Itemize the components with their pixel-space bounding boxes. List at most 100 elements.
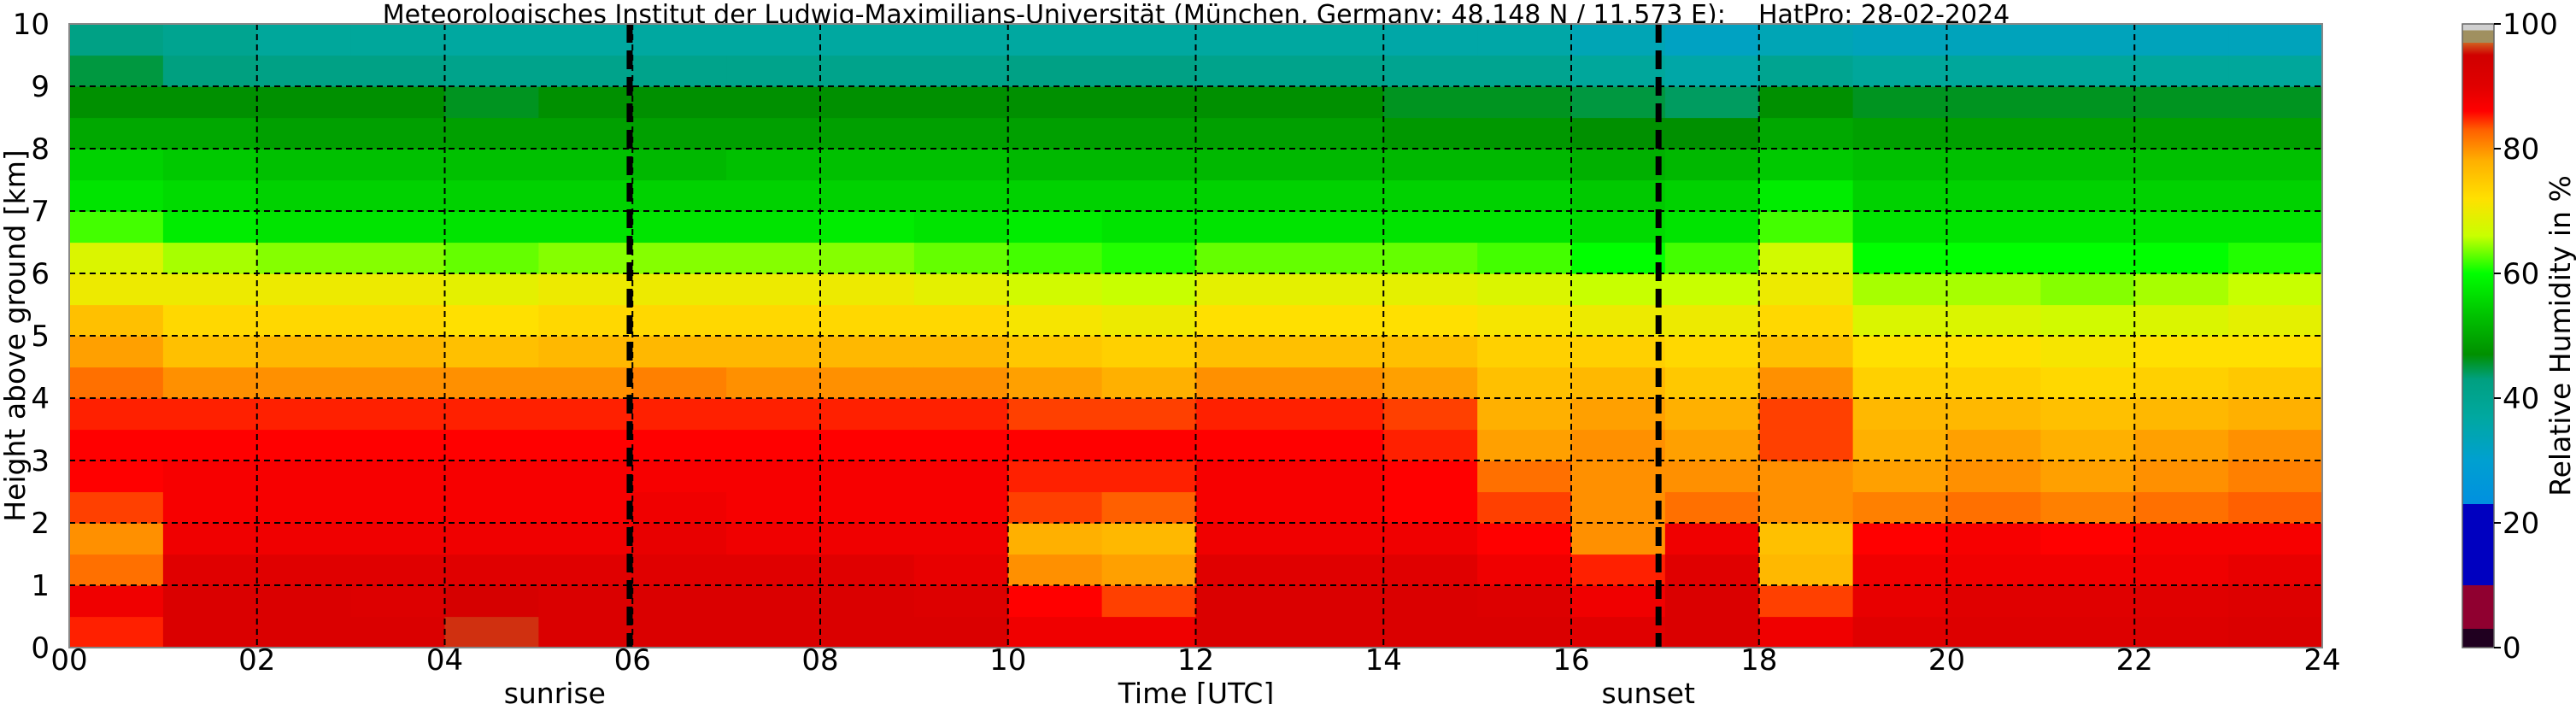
heatmap-cell	[1946, 367, 2041, 399]
heatmap-cell	[69, 429, 164, 461]
heatmap-cell	[2228, 336, 2323, 368]
heatmap-cell	[1195, 86, 1290, 119]
heatmap-cell	[256, 117, 352, 150]
heatmap-cell	[1195, 24, 1290, 56]
colorbar-tick-label: 20	[2503, 507, 2539, 541]
heatmap-cell	[1289, 367, 1384, 399]
heatmap-cell	[1195, 491, 1290, 524]
heatmap-cell	[538, 211, 633, 243]
heatmap-cell	[726, 149, 821, 181]
heatmap-cell	[1007, 304, 1103, 337]
heatmap-cell	[69, 273, 164, 306]
heatmap-cell	[820, 367, 915, 399]
heatmap-cell	[69, 336, 164, 368]
heatmap-cell	[1195, 367, 1290, 399]
heatmap-cell	[2228, 86, 2323, 119]
heatmap-cell	[913, 367, 1009, 399]
heatmap-cell	[1101, 523, 1197, 555]
heatmap-cell	[256, 55, 352, 87]
heatmap-cell	[1571, 616, 1666, 648]
plot-frame	[68, 23, 2323, 648]
heatmap-cell	[1758, 554, 1854, 586]
heatmap-cell	[1195, 616, 1290, 648]
heatmap-cell	[1664, 273, 1760, 306]
heatmap-cell	[726, 554, 821, 586]
heatmap-cell	[726, 55, 821, 87]
heatmap-cell	[726, 242, 821, 274]
heatmap-cell	[1289, 149, 1384, 181]
heatmap-cell	[820, 429, 915, 461]
heatmap-cell	[2134, 86, 2229, 119]
heatmap-cell	[1101, 616, 1197, 648]
heatmap-cell	[820, 616, 915, 648]
heatmap-cell	[162, 523, 258, 555]
heatmap-cell	[1571, 491, 1666, 524]
heatmap-cell	[1571, 86, 1666, 119]
heatmap-cell	[1664, 585, 1760, 618]
heatmap-cell	[2040, 429, 2135, 461]
heatmap-cell	[820, 55, 915, 87]
heatmap-cell	[69, 149, 164, 181]
heatmap-cell	[913, 86, 1009, 119]
heatmap-cell	[256, 523, 352, 555]
heatmap-cell	[2228, 55, 2323, 87]
heatmap-cell	[1852, 179, 1948, 212]
heatmap-cell	[632, 461, 727, 493]
heatmap-cell	[350, 523, 446, 555]
heatmap-cell	[632, 367, 727, 399]
heatmap-cell	[162, 242, 258, 274]
heatmap-cell	[913, 55, 1009, 87]
heatmap-cell	[1383, 367, 1478, 399]
heatmap-cell	[2134, 211, 2229, 243]
heatmap-cell	[1852, 429, 1948, 461]
heatmap-cell	[2228, 117, 2323, 150]
heatmap-cell	[444, 398, 539, 431]
heatmap-cell	[1477, 616, 1572, 648]
heatmap-cell	[1007, 149, 1103, 181]
heatmap-cell	[256, 179, 352, 212]
heatmap-cell	[1852, 491, 1948, 524]
heatmap-cell	[256, 336, 352, 368]
heatmap-cell	[1571, 117, 1666, 150]
colorbar-tick-label: 80	[2503, 132, 2539, 167]
heatmap-cell	[726, 398, 821, 431]
colorbar-tick-label: 40	[2503, 382, 2539, 416]
heatmap-cell	[2040, 491, 2135, 524]
heatmap-cell	[1758, 86, 1854, 119]
heatmap-cell	[1383, 24, 1478, 56]
y-tick-label: 7	[31, 195, 50, 229]
heatmap-cell	[1852, 398, 1948, 431]
heatmap-cell	[1383, 242, 1478, 274]
heatmap-cell	[1946, 585, 2041, 618]
heatmap-cell	[1195, 461, 1290, 493]
heatmap-cell	[820, 86, 915, 119]
heatmap-cell	[632, 86, 727, 119]
heatmap-cell	[1477, 117, 1572, 150]
heatmap-cell	[1571, 273, 1666, 306]
heatmap-cell	[256, 554, 352, 586]
heatmap-cell	[1758, 304, 1854, 337]
heatmap-cell	[1946, 24, 2041, 56]
y-tick-label: 3	[31, 444, 50, 478]
heatmap-cell	[1946, 491, 2041, 524]
heatmap-cell	[1946, 616, 2041, 648]
heatmap-cell	[1289, 523, 1384, 555]
heatmap-cell	[632, 24, 727, 56]
heatmap-cell	[1383, 585, 1478, 618]
heatmap-cell	[162, 367, 258, 399]
heatmap-cell	[1946, 336, 2041, 368]
heatmap-cell	[1664, 242, 1760, 274]
heatmap-cell	[1195, 523, 1290, 555]
heatmap-cell	[1477, 585, 1572, 618]
heatmap-cell	[2040, 585, 2135, 618]
heatmap-cell	[1383, 398, 1478, 431]
heatmap-cell	[1101, 273, 1197, 306]
heatmap-cell	[820, 336, 915, 368]
heatmap-cell	[1195, 179, 1290, 212]
heatmap-cell	[2134, 273, 2229, 306]
heatmap-cell	[2040, 24, 2135, 56]
colorbar-tick-label: 100	[2503, 8, 2558, 42]
heatmap-cell	[632, 149, 727, 181]
heatmap-cell	[2134, 242, 2229, 274]
heatmap-cell	[1383, 179, 1478, 212]
